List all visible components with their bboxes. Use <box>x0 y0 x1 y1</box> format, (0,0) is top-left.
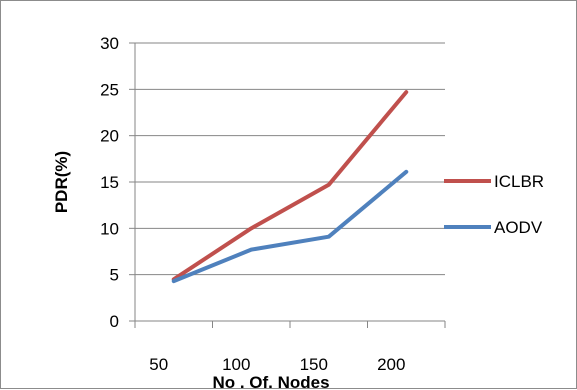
y-tick-label-20: 20 <box>100 127 119 146</box>
legend-label-aodv: AODV <box>494 218 543 237</box>
y-axis-title: PDR(%) <box>52 151 71 213</box>
y-tick-label-15: 15 <box>100 173 119 192</box>
data-point-aodv-150 <box>328 236 330 238</box>
x-tick-label-200: 200 <box>377 355 405 374</box>
data-point-aodv-200 <box>405 171 407 173</box>
x-tick-label-100: 100 <box>222 355 250 374</box>
y-tick-label-25: 25 <box>100 80 119 99</box>
y-tick-label-5: 5 <box>110 266 119 285</box>
y-tick-label-10: 10 <box>100 219 119 238</box>
legend-label-iclbr: ICLBR <box>494 172 544 191</box>
gridlines <box>135 42 445 276</box>
x-axis-title: No . Of. Nodes <box>212 373 329 390</box>
y-tick-label-30: 30 <box>100 34 119 53</box>
axes <box>129 42 446 328</box>
y-tick-label-0: 0 <box>110 312 119 331</box>
series-line-iclbr <box>171 90 409 282</box>
tick-labels: 0 5 10 15 20 25 30 50 100 150 200 <box>100 34 405 374</box>
x-tick-label-50: 50 <box>149 355 168 374</box>
data-point-aodv-100 <box>250 249 252 251</box>
data-point-iclbr-100 <box>250 227 252 229</box>
legend: ICLBR AODV <box>444 172 544 237</box>
series-lines <box>171 90 409 284</box>
data-point-iclbr-200 <box>405 91 407 93</box>
data-point-iclbr-150 <box>328 184 330 186</box>
x-tick-label-150: 150 <box>300 355 328 374</box>
data-point-aodv-50 <box>173 280 175 282</box>
series-line-aodv <box>171 169 409 284</box>
